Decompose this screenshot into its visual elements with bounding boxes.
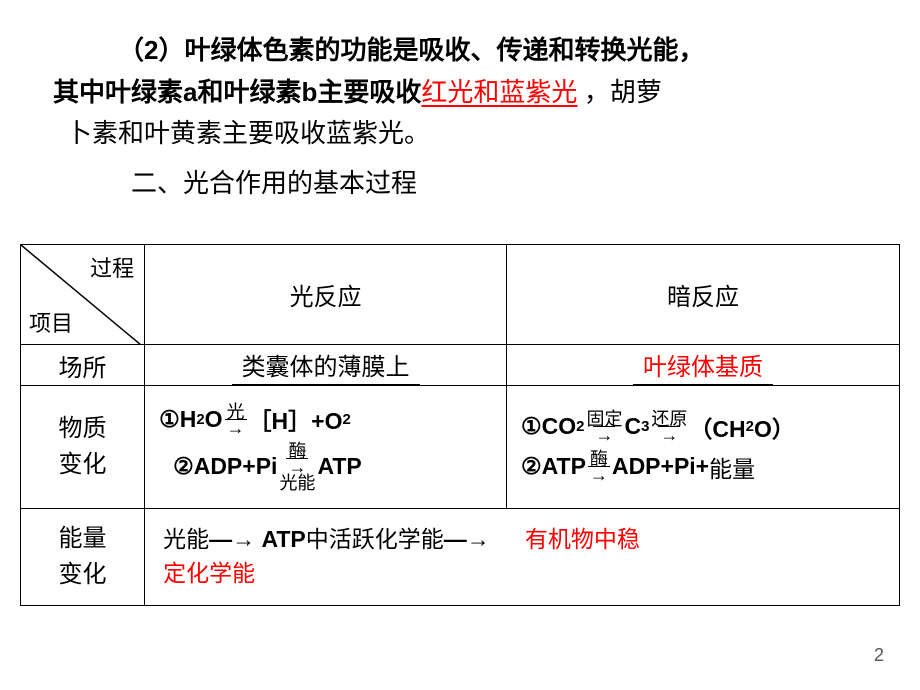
subscript: 2 <box>576 418 584 435</box>
subscript: 2 <box>746 418 754 435</box>
arrow-reduce-icon: 还原 → <box>651 410 687 443</box>
dark-equation-2: ②ATP 酶 → ADP+Pi+能量 <box>521 450 885 484</box>
arrow-enzyme-light-icon: 酶 → 光能 <box>279 442 315 491</box>
p2-mid: 和叶绿素 <box>197 78 301 107</box>
diag-label-process: 过程 <box>90 251 134 283</box>
page-number: 2 <box>874 645 884 666</box>
arrow-fix-icon: 固定 → <box>586 410 622 443</box>
eq-text: （CH <box>689 410 745 444</box>
slide-body: （2）叶绿体色素的功能是吸收、传递和转换光能， 其中叶绿素a和叶绿素b主要吸收红… <box>0 0 920 224</box>
p3-text: 卜素和叶黄素主要吸收蓝紫光。 <box>66 119 430 148</box>
subscript: 2 <box>342 411 350 428</box>
eq-text: ②ADP+Pi <box>173 453 277 480</box>
energy-1: 能量 <box>59 526 107 552</box>
arrow-enzyme-icon: 酶 → <box>588 450 610 483</box>
arrow-sym: → <box>593 426 615 443</box>
subscript: 2 <box>196 411 204 428</box>
eq-text: O） <box>754 410 795 444</box>
paragraph-line-2: 其中叶绿素a和叶绿素b主要吸收红光和蓝紫光 ，胡萝 <box>40 72 880 114</box>
eq-text: ADP+Pi+ <box>612 453 709 480</box>
arrow-light-icon: 光 → <box>225 403 247 436</box>
energy-a: 光能 <box>163 527 209 552</box>
table-row: 过程 项目 光反应 暗反应 <box>21 245 900 345</box>
p2-red-answer: 红光和蓝紫光 <box>421 78 577 107</box>
eq-text: ①CO <box>521 413 576 440</box>
eq-text: ATP <box>317 453 361 480</box>
section-heading: 二、光合作用的基本过程 <box>40 163 880 205</box>
mat-1: 物质 <box>59 416 107 442</box>
table-row: 物质 变化 ①H2O 光 → ［H］+O2 ②ADP+Pi 酶 → <box>21 386 900 508</box>
eq-text: ①H <box>159 406 196 433</box>
energy-2: 变化 <box>59 562 107 588</box>
paragraph-line-3: 卜素和叶黄素主要吸收蓝紫光。 <box>40 113 880 155</box>
diag-label-item: 项目 <box>29 306 73 338</box>
mat-2: 变化 <box>59 452 107 478</box>
eq-text: ［H］+O <box>249 402 343 436</box>
letter-b: b <box>302 77 318 107</box>
cell-material-dark: ①CO2 固定 → C3 还原 → （CH2O） ②ATP 酶 <box>507 386 900 508</box>
col-header-dark: 暗反应 <box>507 245 900 345</box>
eq-text: C <box>624 413 641 440</box>
place-dark-text: 叶绿体基质 <box>633 345 773 385</box>
arrow-sym: → <box>588 466 610 483</box>
arrow: —→ <box>209 526 255 552</box>
row-label-material: 物质 变化 <box>21 386 145 508</box>
place-light-text: 类囊体的薄膜上 <box>232 345 420 385</box>
light-equation-1: ①H2O 光 → ［H］+O2 <box>159 402 492 436</box>
paragraph-line-1: （2）叶绿体色素的功能是吸收、传递和转换光能， <box>40 30 880 72</box>
eq-text: O <box>205 406 223 433</box>
arrow: —→ <box>444 526 490 552</box>
cell-energy-change: 光能—→ ATP中活跃化学能—→ 有机物中稳 定化学能 <box>145 508 900 605</box>
arrow-bot: 光能 <box>279 474 315 492</box>
p2-before-b: 其中叶绿素 <box>53 78 183 107</box>
diagonal-header-cell: 过程 项目 <box>21 245 145 345</box>
arrow-sym: → <box>225 419 247 436</box>
paren-open: （ <box>118 36 144 65</box>
row-label-energy: 能量 变化 <box>21 508 145 605</box>
dark-equation-1: ①CO2 固定 → C3 还原 → （CH2O） <box>521 410 885 444</box>
energy-red-1: 有机物中稳 <box>525 527 640 552</box>
item-number-2: 2 <box>144 35 158 65</box>
p2-tail: ，胡萝 <box>577 78 662 107</box>
cell-material-light: ①H2O 光 → ［H］+O2 ②ADP+Pi 酶 → 光能 ATP <box>145 386 507 508</box>
cell-place-light: 类囊体的薄膜上 <box>145 345 507 386</box>
subscript: 3 <box>641 418 649 435</box>
p2-after-b: 主要吸收 <box>317 78 421 107</box>
col-header-light: 光反应 <box>145 245 507 345</box>
p1-rest: ）叶绿体色素的功能是吸收、传递和转换光能， <box>158 36 704 65</box>
table-row: 场所 类囊体的薄膜上 叶绿体基质 <box>21 345 900 386</box>
energy-b1: ATP <box>255 526 306 552</box>
light-equation-2: ②ADP+Pi 酶 → 光能 ATP <box>173 442 492 491</box>
heading-text: 二、光合作用的基本过程 <box>131 169 417 198</box>
row-label-place: 场所 <box>21 345 145 386</box>
photosynthesis-table: 过程 项目 光反应 暗反应 场所 类囊体的薄膜上 叶绿体基质 物质 变化 ①H2… <box>20 244 900 605</box>
eq-text-han: 能量 <box>709 450 755 484</box>
cell-place-dark: 叶绿体基质 <box>507 345 900 386</box>
arrow-sym: → <box>658 426 680 443</box>
energy-red-2: 定化学能 <box>163 561 255 586</box>
energy-b2: 中活跃化学能 <box>306 527 444 552</box>
eq-text: ②ATP <box>521 453 586 480</box>
table-row: 能量 变化 光能—→ ATP中活跃化学能—→ 有机物中稳 定化学能 <box>21 508 900 605</box>
letter-a: a <box>183 77 197 107</box>
